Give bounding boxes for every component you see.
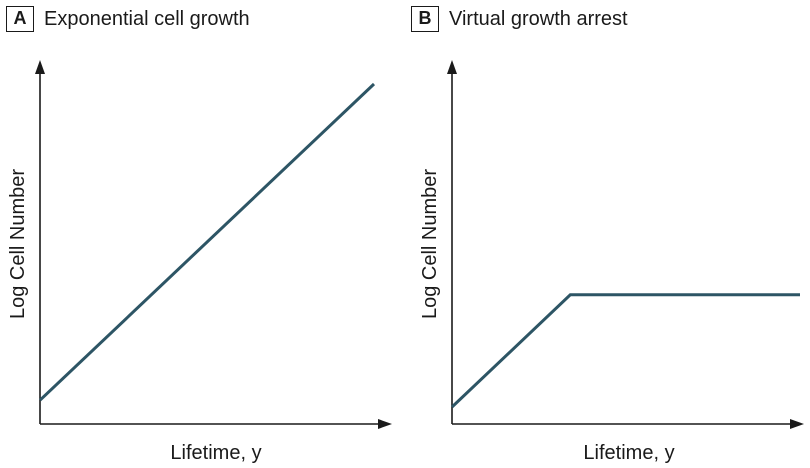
panel-letter-badge: B bbox=[411, 6, 439, 32]
panel-a: Lifetime, y Log Cell Number A Exponentia… bbox=[6, 6, 392, 464]
panel-a-header: A Exponential cell growth bbox=[6, 6, 250, 32]
panel-b-header: B Virtual growth arrest bbox=[411, 6, 628, 32]
panel-b: Lifetime, y Log Cell Number B Virtual gr… bbox=[405, 0, 810, 468]
x-axis-arrow-icon bbox=[790, 419, 804, 429]
chart-title: Exponential cell growth bbox=[44, 7, 250, 30]
chart-title: Virtual growth arrest bbox=[449, 7, 628, 30]
y-axis-arrow-icon bbox=[35, 60, 45, 74]
series-line bbox=[450, 293, 800, 409]
y-axis-label: Log Cell Number bbox=[7, 169, 29, 319]
series-line bbox=[38, 82, 376, 402]
y-axis-arrow-icon bbox=[447, 60, 457, 74]
x-axis-label: Lifetime, y bbox=[583, 442, 674, 464]
y-axis-label: Log Cell Number bbox=[419, 169, 441, 319]
x-axis-arrow-icon bbox=[378, 419, 392, 429]
x-axis-label: Lifetime, y bbox=[170, 442, 261, 464]
panel-letter-badge: A bbox=[6, 6, 34, 32]
panel-b-plot: Lifetime, y Log Cell Number bbox=[419, 60, 804, 464]
panel-a-plot: Lifetime, y Log Cell Number bbox=[7, 60, 392, 464]
